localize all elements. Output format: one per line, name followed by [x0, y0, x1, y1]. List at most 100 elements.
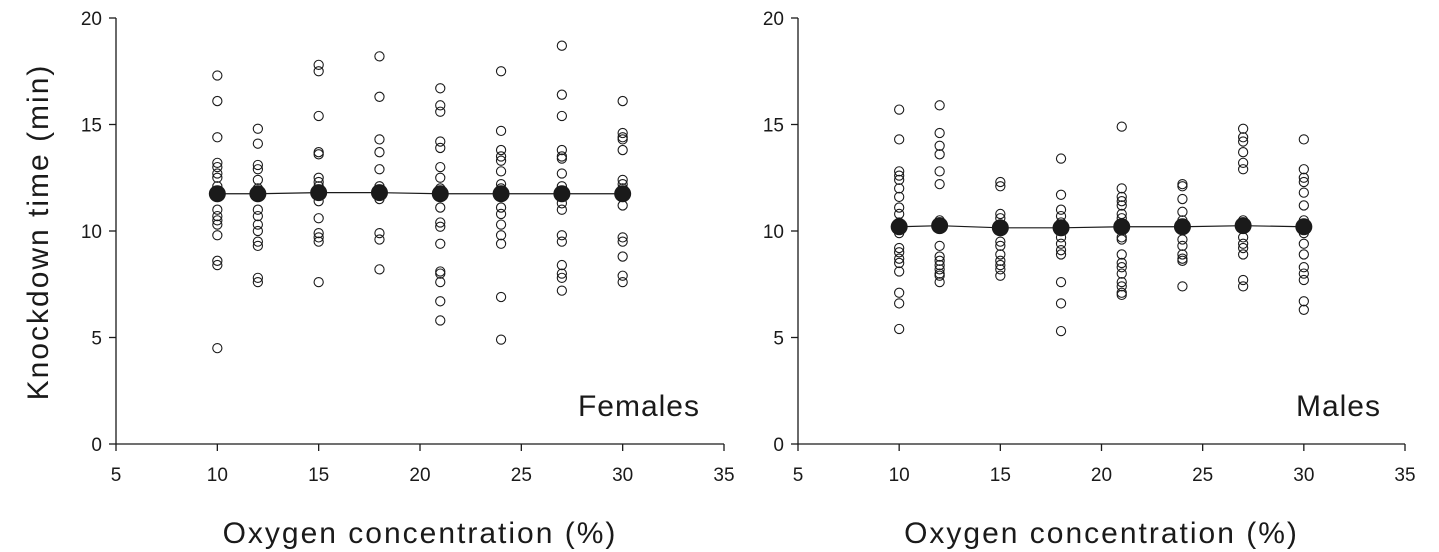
- data-point: [435, 100, 446, 111]
- data-point: [1177, 240, 1188, 252]
- data-point: [495, 151, 507, 162]
- data-point: [495, 291, 507, 303]
- data-point: [934, 140, 945, 151]
- data-point: [374, 147, 385, 158]
- data-point: [374, 134, 385, 145]
- data-point: [556, 259, 568, 271]
- mean-point: [553, 185, 571, 203]
- data-point: [934, 251, 945, 262]
- data-point: [894, 134, 905, 145]
- data-point: [252, 210, 264, 222]
- data-point: [894, 323, 905, 335]
- data-point: [495, 219, 507, 230]
- data-point: [374, 164, 385, 175]
- data-point: [556, 89, 568, 100]
- data-point: [1116, 287, 1127, 298]
- data-point: [894, 257, 905, 269]
- data-point: [212, 168, 223, 179]
- mean-point: [890, 218, 908, 236]
- data-point: [1177, 281, 1188, 292]
- data-point: [495, 208, 507, 220]
- data-point: [1298, 187, 1309, 198]
- data-point: [252, 204, 264, 215]
- data-point: [995, 255, 1006, 266]
- data-point: [1116, 200, 1127, 211]
- data-point: [1116, 191, 1127, 203]
- data-point: [1116, 268, 1127, 279]
- data-point: [252, 276, 264, 288]
- data-point: [435, 276, 446, 288]
- data-point: [995, 264, 1006, 275]
- data-point: [617, 270, 628, 281]
- data-point: [556, 285, 568, 296]
- data-point: [495, 202, 507, 213]
- data-point: [313, 172, 324, 183]
- data-point: [435, 315, 446, 326]
- mean-line: [899, 225, 1304, 229]
- data-point: [995, 270, 1006, 281]
- data-point: [212, 70, 223, 81]
- data-point: [894, 298, 905, 309]
- data-point: [495, 238, 507, 249]
- data-point: [1177, 181, 1188, 192]
- data-point: [556, 204, 568, 215]
- data-point: [1055, 238, 1067, 249]
- mean-point: [492, 185, 510, 203]
- data-point: [313, 59, 324, 71]
- data-point: [894, 266, 905, 277]
- data-point: [556, 110, 568, 122]
- x-tick-label: 15: [308, 465, 329, 486]
- y-tick-label: 20: [763, 9, 784, 30]
- data-point: [1055, 245, 1067, 256]
- x-tick-label: 25: [1192, 465, 1213, 486]
- mean-point: [931, 217, 949, 235]
- x-tick-label: 10: [207, 465, 228, 486]
- x-tick-label: 25: [511, 465, 532, 486]
- data-point: [617, 174, 628, 186]
- data-point: [894, 242, 905, 254]
- data-point: [1116, 183, 1127, 194]
- data-point: [934, 127, 945, 139]
- mean-point: [1234, 217, 1252, 235]
- data-point: [1237, 147, 1249, 158]
- mean-point: [614, 185, 632, 203]
- data-point: [934, 276, 945, 288]
- y-tick-label: 15: [763, 116, 784, 137]
- y-tick-label: 10: [763, 222, 784, 243]
- mean-line: [217, 192, 623, 195]
- data-point: [1237, 281, 1249, 292]
- data-point: [1298, 238, 1309, 249]
- data-point: [435, 106, 446, 117]
- data-point: [252, 164, 264, 175]
- mean-point: [1173, 218, 1191, 236]
- data-point: [1116, 262, 1127, 273]
- data-point: [894, 247, 905, 258]
- data-point: [495, 334, 507, 345]
- y-axis-title: Knockdown time (min): [22, 64, 55, 401]
- data-point: [252, 138, 264, 149]
- data-point: [435, 83, 446, 94]
- data-point: [617, 144, 628, 156]
- data-point: [212, 342, 223, 354]
- mean-point: [1052, 219, 1070, 237]
- panel-label: Females: [578, 390, 700, 423]
- data-point: [252, 219, 264, 230]
- data-point: [617, 276, 628, 288]
- data-point: [556, 40, 568, 51]
- x-tick-label: 30: [612, 465, 633, 486]
- data-point: [1237, 249, 1249, 260]
- data-point: [1055, 298, 1067, 309]
- data-point: [212, 95, 223, 107]
- data-point: [1116, 234, 1127, 245]
- x-tick-label: 15: [990, 465, 1011, 486]
- y-tick-label: 0: [773, 435, 784, 456]
- data-point: [1116, 281, 1127, 292]
- data-point: [435, 136, 446, 147]
- data-point: [313, 147, 324, 158]
- data-point: [1177, 206, 1188, 217]
- data-point: [617, 127, 628, 139]
- y-tick-label: 5: [773, 329, 784, 350]
- data-point: [374, 264, 385, 275]
